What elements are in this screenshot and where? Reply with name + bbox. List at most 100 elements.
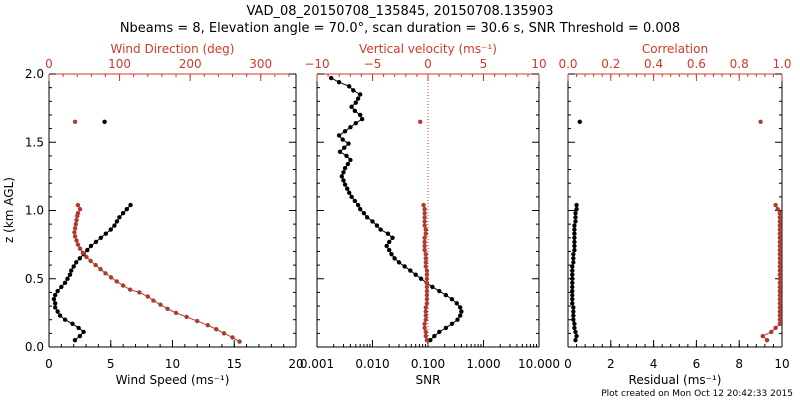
data-point	[423, 227, 428, 232]
data-point	[73, 260, 79, 265]
x-tick-label: 2	[607, 357, 615, 371]
data-point	[571, 317, 576, 322]
y-tick-label: 1.5	[25, 135, 44, 149]
data-point	[392, 256, 397, 261]
data-point	[88, 258, 93, 264]
data-point	[760, 333, 765, 339]
data-point	[344, 153, 349, 159]
data-point	[52, 301, 58, 306]
data-point	[346, 84, 352, 89]
data-point	[389, 251, 394, 257]
data-point	[114, 279, 119, 284]
data-point	[777, 251, 783, 257]
data-point	[98, 266, 103, 272]
data-point	[344, 186, 350, 191]
data-point	[424, 284, 430, 290]
data-point	[571, 251, 576, 257]
data-point	[424, 272, 430, 277]
data-point	[422, 215, 427, 220]
data-point	[76, 325, 81, 331]
top-tick-label: 0.0	[558, 57, 577, 71]
data-point	[75, 202, 81, 208]
data-point	[62, 317, 68, 322]
data-point	[421, 202, 426, 208]
data-point	[355, 96, 361, 101]
data-point	[422, 223, 427, 228]
data-point	[422, 243, 427, 249]
data-point	[777, 288, 783, 294]
data-point	[364, 215, 370, 220]
data-point	[59, 284, 64, 290]
data-point	[422, 239, 427, 245]
data-point	[205, 322, 210, 328]
data-point	[777, 317, 783, 322]
data-point	[77, 333, 83, 339]
top-tick-label: −10	[304, 57, 329, 71]
data-point	[777, 215, 783, 220]
data-point	[758, 119, 763, 124]
data-point	[777, 219, 783, 224]
top-tick-label: 1.0	[772, 57, 791, 71]
data-point	[764, 337, 770, 343]
top-tick-label: 300	[249, 57, 272, 71]
data-point	[352, 108, 358, 114]
data-point	[120, 211, 126, 216]
data-point	[572, 235, 577, 240]
data-point	[51, 297, 57, 302]
data-point	[777, 223, 783, 228]
top-axis-label: Wind Direction (deg)	[111, 42, 235, 56]
data-point	[108, 275, 114, 280]
data-point	[230, 335, 235, 340]
data-point	[437, 288, 442, 294]
data-point	[353, 100, 358, 105]
data-point	[98, 235, 104, 240]
data-point	[777, 227, 783, 232]
data-point	[74, 238, 79, 243]
data-point	[396, 260, 402, 265]
top-tick-label: 0	[424, 57, 432, 71]
data-point	[340, 137, 345, 142]
data-point	[384, 243, 389, 249]
data-point	[423, 251, 428, 257]
data-point	[361, 211, 367, 216]
x-tick-label: 8	[735, 357, 743, 371]
data-point	[72, 230, 77, 235]
data-point	[777, 292, 783, 298]
data-point	[777, 276, 783, 281]
data-point	[443, 325, 449, 331]
data-point	[336, 133, 342, 138]
data-point	[571, 313, 576, 318]
x-tick-label: 4	[650, 357, 658, 371]
panel-residual: 0 2 4 6 8 10 Residual (ms⁻¹) 0.0 0.2 0.4 0.6 0.8 1.0…	[558, 42, 791, 387]
data-point	[775, 206, 780, 212]
data-point	[777, 301, 783, 306]
data-point	[195, 318, 200, 324]
data-point	[328, 75, 334, 81]
data-point	[459, 309, 464, 314]
top-tick-label: 100	[108, 57, 131, 71]
data-point	[342, 182, 348, 187]
data-point	[385, 231, 391, 236]
data-point	[777, 243, 783, 249]
data-point	[158, 302, 163, 307]
data-point	[418, 276, 424, 281]
data-point	[423, 264, 428, 269]
data-point	[571, 260, 576, 265]
data-point	[346, 141, 351, 146]
data-point	[422, 206, 427, 212]
data-point	[67, 272, 73, 277]
data-point	[77, 206, 83, 212]
top-tick-label: −5	[364, 57, 382, 71]
top-tick-label: 5	[480, 57, 488, 71]
data-point	[572, 239, 577, 245]
data-point	[572, 223, 577, 228]
data-point	[173, 310, 179, 316]
data-point	[165, 306, 170, 311]
data-point	[570, 284, 575, 290]
panel-snr: 0.001 0.010 0.100 1.000 10.000 SNR −10 −5 0 5 10 Ve…	[300, 42, 560, 387]
top-tick-label: 0.8	[730, 57, 749, 71]
data-point	[112, 223, 117, 228]
data-point	[137, 290, 142, 295]
data-point	[449, 321, 455, 326]
data-point	[342, 165, 348, 171]
